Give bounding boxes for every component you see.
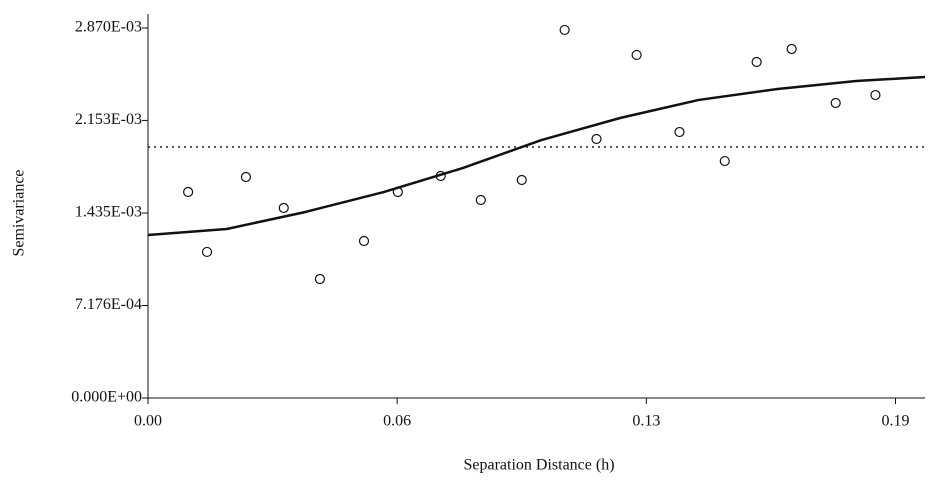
y-axis-label: Semivariance: [11, 169, 28, 256]
y-tick-label: 7.176E-04: [75, 296, 142, 313]
data-point: [240, 171, 252, 183]
data-point: [201, 246, 213, 258]
data-point: [516, 174, 527, 186]
data-point: [631, 49, 642, 61]
y-tick-label: 2.870E-03: [75, 19, 142, 36]
data-point: [475, 194, 486, 206]
data-point: [591, 133, 602, 145]
data-point: [830, 97, 841, 109]
data-point: [314, 273, 326, 285]
data-point: [674, 126, 685, 138]
x-tick-label: 0.19: [881, 413, 909, 430]
y-tick-label: 1.435E-03: [75, 204, 142, 221]
data-point: [559, 24, 570, 36]
data-point: [278, 202, 289, 214]
data-point: [870, 89, 881, 101]
data-point: [786, 43, 797, 55]
y-tick-label: 0.000E+00: [71, 389, 142, 406]
data-point: [358, 235, 370, 247]
x-tick-label: 0.13: [632, 413, 660, 430]
data-point: [183, 186, 194, 198]
data-point: [719, 155, 730, 167]
data-point: [751, 56, 762, 68]
x-tick-label: 0.00: [134, 413, 162, 430]
x-axis-label: Separation Distance (h): [463, 457, 614, 474]
fitted-curve: [147, 75, 926, 237]
x-tick-label: 0.06: [383, 413, 411, 430]
y-tick-label: 2.153E-03: [75, 111, 142, 128]
